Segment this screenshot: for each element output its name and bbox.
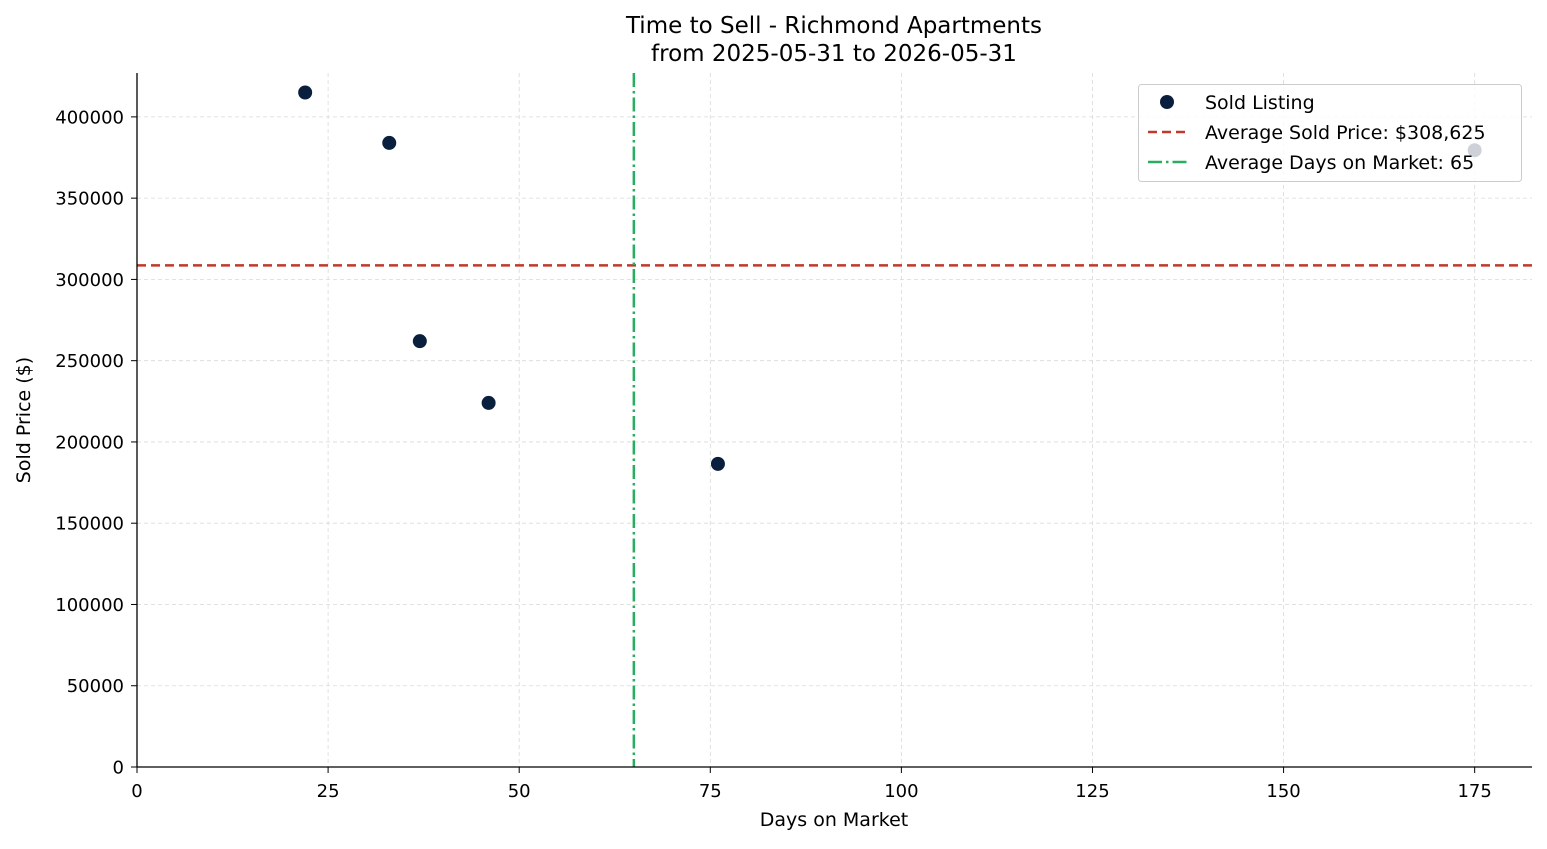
x-axis-label: Days on Market (760, 809, 908, 831)
legend-label-sold-listing: Sold Listing (1205, 92, 1315, 114)
x-tick-label: 75 (699, 781, 722, 802)
y-tick-label: 200000 (55, 432, 124, 453)
y-tick-label: 50000 (67, 676, 124, 697)
data-point (382, 135, 397, 150)
y-tick-label: 100000 (55, 595, 124, 616)
y-tick-label: 150000 (55, 514, 124, 535)
x-tick-label: 25 (317, 781, 340, 802)
y-axis-label: Sold Price ($) (13, 357, 35, 483)
x-tick-label: 100 (884, 781, 918, 802)
x-tick-label: 175 (1457, 781, 1491, 802)
x-tick-label: 50 (508, 781, 531, 802)
legend-box (1138, 84, 1522, 182)
y-tick-label: 300000 (55, 270, 124, 291)
y-tick-label: 250000 (55, 351, 124, 372)
data-point (710, 456, 725, 471)
legend-label-average-days: Average Days on Market: 65 (1205, 152, 1474, 174)
x-tick-label: 0 (131, 781, 142, 802)
legend-marker-sold-listing (1160, 95, 1174, 109)
chart-title: Time to Sell - Richmond Apartments (625, 13, 1042, 39)
y-tick-label: 400000 (55, 107, 124, 128)
chart-subtitle: from 2025-05-31 to 2026-05-31 (651, 41, 1017, 67)
data-point (298, 85, 313, 100)
x-tick-label: 150 (1266, 781, 1300, 802)
axes (131, 73, 1532, 773)
tick-labels: 0 25 50 75 100 125 150 175 0 50000 100000 150000 200… (55, 107, 1492, 802)
legend-label-average-price: Average Sold Price: $308,625 (1205, 122, 1486, 144)
x-tick-label: 125 (1075, 781, 1109, 802)
y-tick-label: 0 (113, 758, 124, 779)
data-point (412, 334, 427, 349)
data-point (481, 395, 496, 410)
reference-lines (137, 73, 1532, 767)
legend: Sold Listing Average Sold Price: $308,62… (1138, 84, 1522, 182)
y-tick-label: 350000 (55, 189, 124, 210)
